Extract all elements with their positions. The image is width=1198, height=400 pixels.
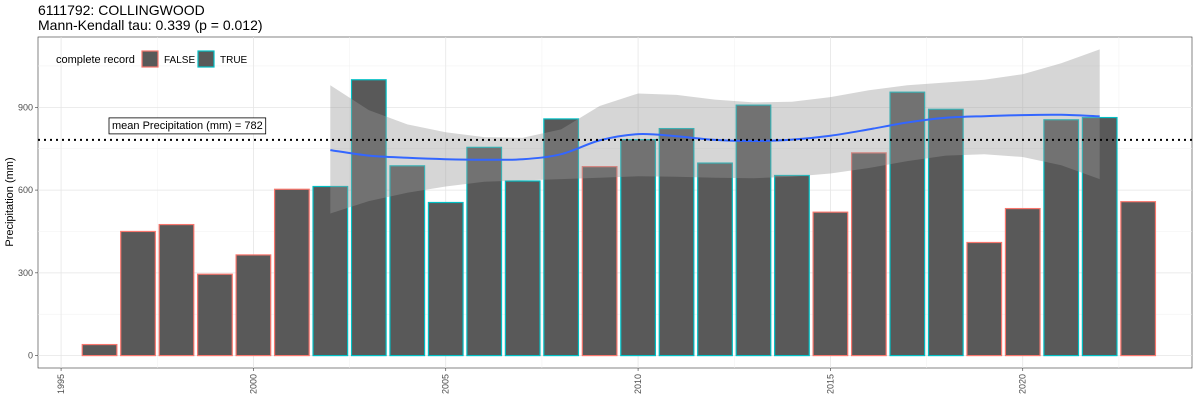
- x-axis: 1995 2000 2005 2010 2015 2020: [56, 368, 1028, 394]
- bar-2000: [235, 254, 272, 357]
- smooth-trend: [330, 49, 1100, 214]
- bar-1996: [81, 343, 118, 357]
- bar-1999: [197, 273, 233, 357]
- bar-2011: [658, 127, 695, 357]
- mean-reference: mean Precipitation (mm) = 782: [38, 117, 1192, 141]
- bar-2017: [889, 91, 926, 357]
- mean-label-box: [108, 117, 267, 135]
- y-axis-title: Precipitation (mm): [4, 157, 16, 246]
- bar-2023: [1120, 201, 1157, 357]
- y-tick-label: 900: [18, 102, 33, 112]
- bar-1998: [158, 223, 195, 357]
- y-axis: 0 300 600 900: [18, 102, 38, 361]
- x-tick-label: 2000: [248, 374, 258, 394]
- bar-2014: [774, 174, 810, 357]
- bar-2008: [543, 118, 580, 357]
- legend: complete record FALSE TRUE: [56, 50, 248, 68]
- bar-2019: [966, 241, 1003, 357]
- bar-2020: [1004, 207, 1041, 357]
- x-tick-label: 1995: [56, 374, 66, 394]
- bar-2002: [312, 185, 349, 357]
- bar-2013: [735, 104, 772, 357]
- mean-label: mean Precipitation (mm) = 782: [112, 120, 263, 132]
- legend-title: complete record: [56, 54, 135, 66]
- x-tick-label: 2015: [825, 374, 835, 394]
- bar-series: [81, 79, 1157, 357]
- confidence-band: [330, 49, 1100, 214]
- bar-2016: [850, 152, 887, 357]
- bar-2006: [466, 146, 503, 357]
- y-tick-label: 0: [28, 351, 33, 361]
- x-tick-label: 2010: [633, 374, 643, 394]
- bar-2005: [427, 201, 464, 357]
- x-tick-label: 2005: [441, 374, 451, 394]
- bar-2015: [812, 211, 849, 357]
- bar-2001: [273, 188, 310, 357]
- smooth-line: [330, 113, 1100, 161]
- bar-2012: [697, 162, 733, 357]
- bar-1997: [120, 230, 156, 357]
- bar-2010: [620, 139, 656, 357]
- bar-2003: [350, 79, 387, 357]
- legend-key-true: [197, 50, 215, 68]
- bar-2018: [927, 108, 964, 357]
- bar-2022: [1081, 116, 1118, 357]
- legend-label-true: TRUE: [220, 55, 248, 66]
- chart-subtitle: Mann-Kendall tau: 0.339 (p = 0.012): [38, 17, 263, 33]
- y-tick-label: 300: [18, 268, 33, 278]
- bar-2007: [504, 180, 541, 357]
- chart-title: 6111792: COLLINGWOOD: [38, 2, 205, 18]
- bar-2009: [581, 166, 618, 357]
- bar-2021: [1043, 119, 1080, 357]
- legend-key-false: [141, 50, 159, 68]
- y-tick-label: 600: [18, 185, 33, 195]
- x-tick-label: 2020: [1018, 374, 1028, 394]
- legend-label-false: FALSE: [164, 55, 195, 66]
- bar-2004: [389, 165, 426, 357]
